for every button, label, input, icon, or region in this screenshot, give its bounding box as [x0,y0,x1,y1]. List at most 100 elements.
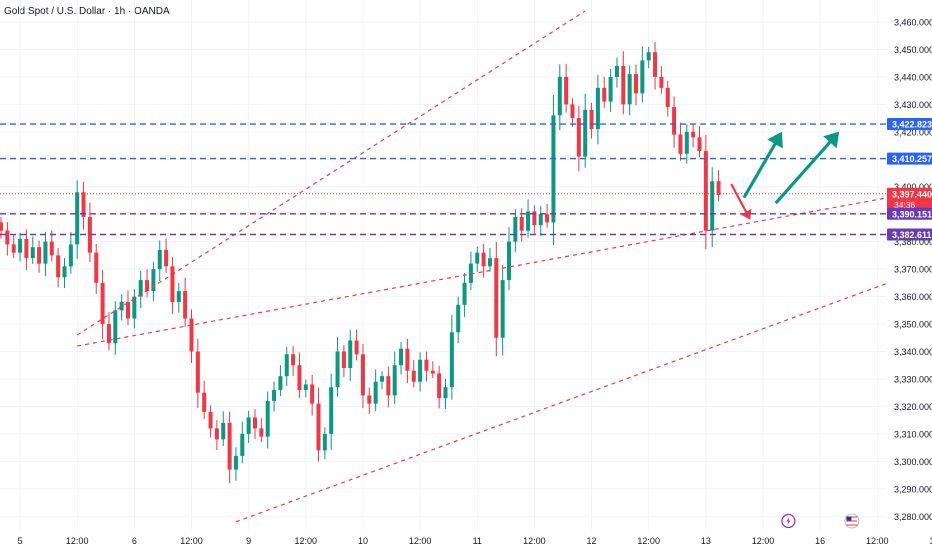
candle-body [405,348,410,371]
candle-body [386,376,391,396]
candle-body [24,238,29,259]
time-tick-label: 12:00 [752,536,775,546]
candle-body [640,60,645,94]
candle-body [500,280,505,338]
price-tick-label: 3,290.000 [894,484,932,494]
candle-body [583,109,588,157]
price-tick-label: 3,280.000 [894,512,932,522]
candle-body [494,258,499,338]
candle-body [68,244,73,267]
price-tag-label: 3,410.257 [892,154,932,164]
candle-body [551,115,556,223]
price-tick-label: 3,420.000 [894,127,932,137]
price-tick-label: 3,450.000 [894,45,932,55]
time-tick-label: 12:00 [523,536,546,546]
level-lines [0,123,886,236]
candle-body [710,181,715,231]
candle-body [373,381,378,404]
candle-body [672,107,677,135]
candle-body [430,370,435,374]
candle-body [43,241,48,264]
candle-body [265,400,270,437]
candle-body [627,74,632,105]
candle-body [335,351,340,388]
time-tick-label: 12:00 [866,536,889,546]
candle-body [475,252,480,264]
candle-body [322,433,327,451]
candle-body [424,359,429,371]
candle-body [303,384,308,390]
candle-body [691,131,696,138]
candle-body [151,269,156,292]
price-tick-label: 3,380.000 [894,237,932,247]
candle-body [253,417,257,429]
candle-body [392,365,397,396]
price-tick-label: 3,430.000 [894,100,932,110]
time-tick-label: 12:00 [409,536,432,546]
candle-body [411,370,416,382]
candle-body [443,387,448,399]
candle-series [0,41,721,484]
candle-body [240,433,245,456]
candle-body [653,52,658,77]
candle-body [538,214,543,226]
candle-body [456,304,461,333]
event-markers[interactable] [781,513,932,529]
candle-body [37,247,42,264]
price-tick-label: 3,300.000 [894,457,932,467]
price-tag [887,207,932,220]
candle-body [697,137,702,152]
price-axis-bg [886,0,932,550]
price-axis[interactable]: 3,280.000 3,290.000 3,300.000 3,310.000 3,32… [886,0,932,550]
candle-body [56,255,61,278]
channel-lines [76,10,932,523]
candle-body [468,263,473,283]
time-tick-label: 12:00 [295,536,318,546]
time-tick-label: 6 [132,536,137,546]
candle-body [297,365,302,390]
price-tick-label: 3,440.000 [894,72,932,82]
candle-body [145,280,150,292]
candle-body [360,354,365,396]
candle-body [132,296,137,319]
candle-body [437,373,442,399]
candle-body [170,266,175,303]
candle-body [316,403,321,451]
candle-body [310,384,315,404]
time-tick-label: 16 [815,536,825,546]
time-tick-label: 12:00 [180,536,203,546]
candle-body [678,134,683,154]
time-axis[interactable]: 5 12:00 6 12:00 9 12:00 10 12:00 11 12:00 12 12:00 1… [0,530,932,550]
time-tick-label: 9 [246,536,251,546]
candle-body [272,389,277,401]
candle-body [576,118,581,157]
candle-body [526,211,531,231]
grid-lines [0,0,886,530]
price-tick-label: 3,310.000 [894,429,932,439]
price-tick-label: 3,320.000 [894,402,932,412]
price-tag-label: 3,382.611 [892,230,932,240]
candle-body [233,455,238,470]
flag-canton [846,516,852,521]
candle-body [449,332,454,388]
candle-body [183,291,188,319]
lightning-glyph [786,517,791,525]
time-tick-label: 5 [18,536,23,546]
candle-body [18,238,23,253]
candle-body [684,131,689,154]
candle-body [487,258,492,267]
candle-body [589,109,594,130]
price-tick-label: 3,350.000 [894,320,932,330]
arrow-red [730,183,752,220]
candle-body [221,422,226,440]
candle-body [157,249,162,270]
time-tick-label: 12:00 [66,536,89,546]
candle-body [176,291,181,303]
time-tick-label: 13 [701,536,711,546]
candle-body [291,354,296,366]
candle-body [602,87,607,102]
candle-body [564,76,569,105]
candle-body [164,249,169,267]
candle-body [87,216,92,253]
